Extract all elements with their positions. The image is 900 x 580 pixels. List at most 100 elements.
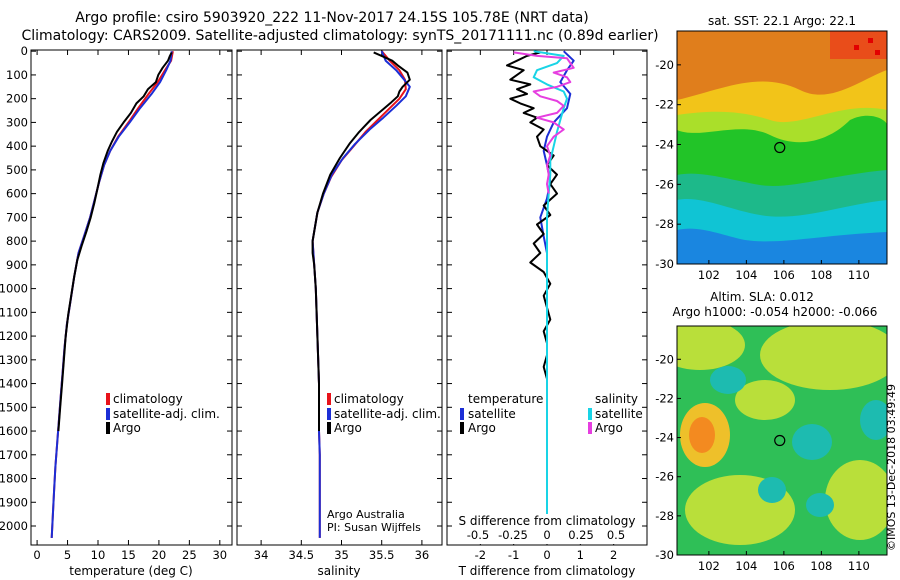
sst-map-title: sat. SST: 22.1 Argo: 22.1: [708, 14, 856, 28]
depth-tick-label: 1300: [0, 353, 28, 367]
x-tick-label: 25: [182, 548, 197, 562]
latitude-tick-label: -26: [655, 177, 674, 191]
series-line-argo: [57, 51, 173, 432]
difference-legend: temperature satellite Argo salinity sate…: [460, 392, 643, 435]
sst-hot-pixel: [868, 38, 873, 43]
sst-map-axes: 102 104 106 108 110 -20 -22 -24 -26 -28 -30: [655, 58, 870, 282]
temperature-legend: climatology satellite-adj. clim. Argo: [106, 392, 220, 435]
salinity-legend: climatology satellite-adj. clim. Argo: [327, 392, 441, 435]
sst-hot-pixel: [875, 50, 880, 55]
x-tick-label: 30: [212, 548, 227, 562]
temperature-ticks: 0100200300400500600700800900100011001200…: [0, 44, 232, 562]
depth-tick-label: 1700: [0, 448, 28, 462]
sst-heatmap: [677, 31, 887, 264]
latitude-tick-label: -30: [655, 548, 674, 562]
sla-blob-yellowgreen: [677, 326, 745, 370]
latitude-tick-label: -30: [655, 257, 674, 271]
x-tick-label: 5: [64, 548, 71, 562]
salinity-panel: 34 34.5 35 35.5 36 salinity climatology sate…: [236, 49, 443, 578]
legend-swatch-salinity-argo: [588, 422, 592, 434]
sla-blob-orange: [689, 417, 715, 453]
sla-blob-teal: [860, 400, 887, 440]
legend-label-satellite: satellite-adj. clim.: [334, 407, 441, 421]
s-tick-label: 0.25: [568, 528, 594, 542]
figure-title-line1: Argo profile: csiro 5903920_222 11-Nov-2…: [75, 10, 589, 26]
depth-tick-label: 1000: [0, 282, 28, 296]
x-tick-label: 10: [91, 548, 106, 562]
depth-tick-label: 800: [6, 234, 28, 248]
legend-label-temperature-satellite: satellite: [468, 407, 516, 421]
depth-tick-label: 500: [6, 163, 28, 177]
legend-label-temperature-argo: Argo: [468, 421, 496, 435]
depth-tick-label: 100: [6, 68, 28, 82]
legend-label-argo: Argo: [334, 421, 362, 435]
argo-position-marker: [774, 434, 786, 447]
sla-blob-teal: [792, 424, 832, 460]
legend-title-temperature: temperature: [468, 392, 543, 406]
x-tick-label: 2: [610, 548, 617, 562]
sla-blob-yellowgreen: [760, 326, 887, 390]
x-tick-label: 35.5: [369, 548, 395, 562]
latitude-tick-label: -28: [655, 217, 674, 231]
depth-tick-label: 1200: [0, 329, 28, 343]
legend-label-climatology: climatology: [334, 392, 404, 406]
s-tick-label: 0: [543, 528, 550, 542]
longitude-tick-label: 108: [810, 559, 832, 573]
x-tick-label: 0: [543, 548, 550, 562]
sla-map-axes: 102 104 106 108 110 -20 -22 -24 -26 -28 -30: [655, 352, 870, 573]
depth-tick-label: 2000: [0, 519, 28, 533]
salinity-lines: [311, 50, 411, 538]
legend-swatch-climatology: [106, 393, 110, 405]
latitude-tick-label: -20: [655, 352, 674, 366]
longitude-tick-label: 108: [810, 268, 832, 282]
legend-label-argo: Argo: [113, 421, 141, 435]
x-tick-label: 0: [33, 548, 40, 562]
sla-blob-yellowgreen: [825, 460, 887, 540]
x-tick-label: 15: [121, 548, 136, 562]
sst-map-frame: [676, 30, 888, 265]
depth-tick-label: 1400: [0, 377, 28, 391]
depth-tick-label: 900: [6, 258, 28, 272]
latitude-tick-label: -28: [655, 509, 674, 523]
latitude-tick-label: -24: [655, 431, 674, 445]
difference-ticks: -2 -1 0 1 2: [447, 50, 647, 562]
x-tick-label: -1: [508, 548, 519, 562]
sla-map-frame: [676, 325, 888, 556]
longitude-tick-label: 106: [773, 559, 795, 573]
temperature-panel: 0100200300400500600700800900100011001200…: [0, 44, 233, 578]
legend-swatch-argo: [106, 422, 110, 434]
t-difference-xlabel: T difference from climatology: [458, 564, 636, 578]
depth-tick-label: 200: [6, 92, 28, 106]
s-tick-label: -0.5: [467, 528, 489, 542]
argo-australia-credit: Argo Australia: [327, 508, 405, 521]
depth-tick-label: 1100: [0, 305, 28, 319]
longitude-tick-label: 110: [848, 268, 870, 282]
legend-swatch-salinity-satellite: [588, 408, 592, 420]
x-tick-label: 1: [577, 548, 584, 562]
depth-tick-label: 700: [6, 210, 28, 224]
legend-swatch-satellite: [327, 408, 331, 420]
longitude-tick-label: 102: [698, 268, 720, 282]
legend-title-salinity: salinity: [595, 392, 638, 406]
salinity-ticks: 34 34.5 35 35.5 36: [237, 50, 442, 562]
sla-map-panel: Altim. SLA: 0.012 Argo h1000: -0.054 h20…: [655, 290, 888, 573]
sla-blob-teal: [758, 477, 786, 503]
x-tick-label: 20: [152, 548, 167, 562]
s-difference-label: S difference from climatology: [459, 514, 636, 528]
salinity-frame: [236, 49, 443, 546]
x-tick-label: 35: [334, 548, 349, 562]
depth-tick-label: 1800: [0, 472, 28, 486]
sla-map-subtitle: Argo h1000: -0.054 h2000: -0.066: [673, 305, 878, 319]
latitude-tick-label: -20: [655, 58, 674, 72]
x-tick-label: 34.5: [289, 548, 315, 562]
x-tick-label: 34: [254, 548, 269, 562]
legend-swatch-satellite: [106, 408, 110, 420]
legend-label-salinity-argo: Argo: [595, 421, 623, 435]
latitude-tick-label: -24: [655, 138, 674, 152]
s-tick-label: -0.25: [498, 528, 528, 542]
depth-tick-label: 1900: [0, 495, 28, 509]
secondary-axis-backdrop: [455, 514, 641, 544]
temperature-xlabel: temperature (deg C): [69, 564, 192, 578]
series-line-argo: [311, 51, 411, 431]
